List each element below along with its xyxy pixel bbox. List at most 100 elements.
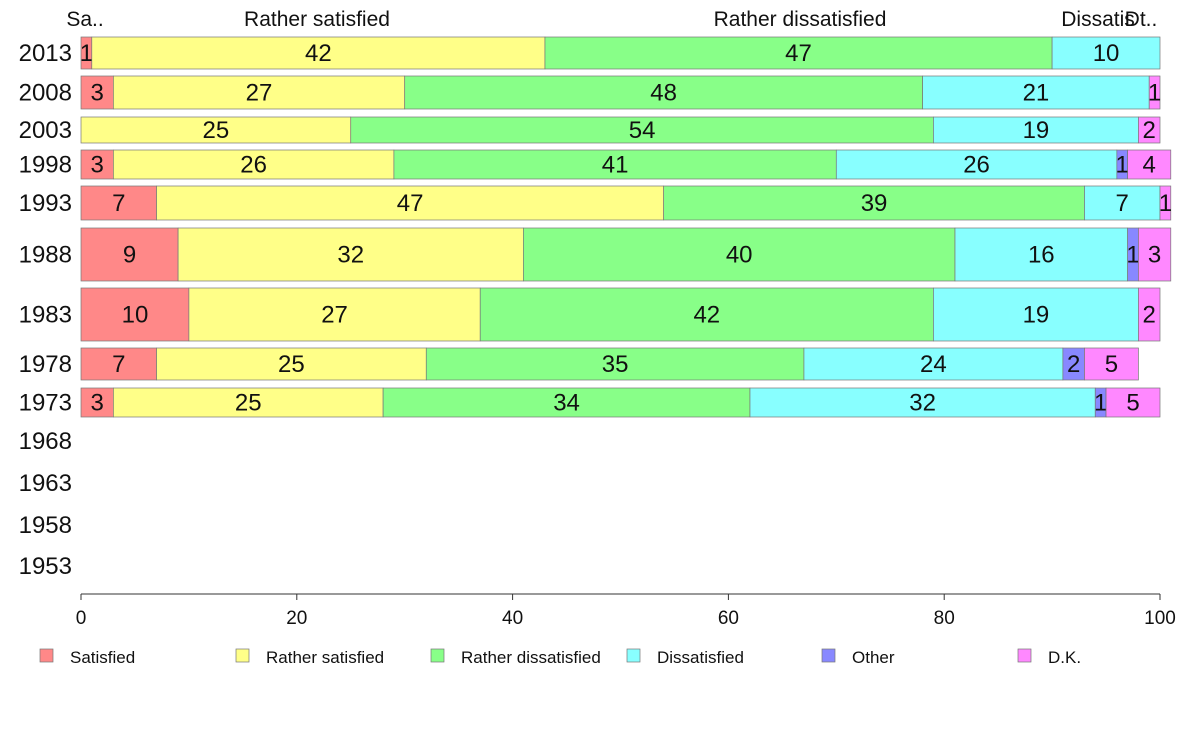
bar-value-label: 35 (602, 351, 629, 378)
bar-segment (80, 116, 352, 144)
year-label: 1978 (19, 351, 72, 378)
legend-label: Dissatisfied (657, 648, 744, 667)
bar-value-label: 26 (240, 152, 267, 179)
bar-value-label: 7 (112, 351, 125, 378)
bar-value-label: 2 (1143, 302, 1156, 329)
legend-swatch (39, 648, 54, 663)
bar-value-label: 2 (1067, 351, 1080, 378)
legend-label: Rather dissatisfied (461, 648, 601, 667)
bar-segment (1051, 36, 1161, 70)
bar-segment (933, 287, 1139, 342)
legend: Satisfied Rather satisfied Rather dissatis… (39, 648, 1081, 667)
bar-segment (382, 387, 751, 418)
bar-value-label: 24 (920, 351, 947, 378)
year-label: 1993 (19, 190, 72, 217)
bar-value-label: 1 (1126, 242, 1139, 269)
bar-value-label: 7 (1116, 190, 1129, 217)
bar-segment (404, 75, 923, 110)
bar-value-label: 3 (91, 390, 104, 417)
bar-value-label: 19 (1023, 302, 1050, 329)
legend-label: D.K. (1048, 648, 1081, 667)
x-tick-label: 80 (934, 608, 955, 629)
bar-value-label: 26 (963, 152, 990, 179)
x-tick-label: 0 (76, 608, 87, 629)
bar-segment (1138, 227, 1172, 282)
bar-value-label: 3 (91, 80, 104, 107)
top-series-label: Dissatis (1061, 8, 1135, 31)
bar-value-label: 32 (909, 390, 936, 417)
bar-segment (1127, 149, 1172, 180)
bar-value-label: 21 (1023, 80, 1050, 107)
bar-value-label: 3 (1148, 242, 1161, 269)
bar-value-label: 7 (112, 190, 125, 217)
x-tick-label: 100 (1144, 608, 1176, 629)
bar-segment (156, 185, 665, 221)
bar-segment (80, 227, 179, 282)
bar-segment (113, 149, 395, 180)
bar-segment (1138, 116, 1161, 144)
bar-value-label: 47 (397, 190, 424, 217)
legend-swatch (430, 648, 445, 663)
year-label: 1988 (19, 242, 72, 269)
bar-value-label: 10 (122, 302, 149, 329)
bar-segment (80, 149, 114, 180)
bar-segment (1084, 185, 1161, 221)
bar-value-label: 1 (1116, 152, 1129, 179)
bar-segment (350, 116, 934, 144)
bar-value-label: 27 (246, 80, 273, 107)
bar-segment (663, 185, 1085, 221)
bar-segment (479, 287, 934, 342)
x-axis: 0 20 40 60 80 100 (76, 593, 1176, 629)
year-label: 1958 (19, 512, 72, 539)
bar-segment (393, 149, 837, 180)
bar-value-label: 3 (91, 152, 104, 179)
year-label: 1973 (19, 390, 72, 417)
bar-value-label: 10 (1093, 40, 1120, 67)
x-tick-label: 40 (502, 608, 523, 629)
year-labels-group: 2013 2008 2003 1998 1993 1988 1983 1978 1973 1968… (19, 40, 72, 580)
top-series-label: Dt.. (1125, 8, 1158, 31)
bar-value-label: 47 (785, 40, 812, 67)
bar-value-label: 5 (1105, 351, 1118, 378)
bar-value-label: 1 (1148, 80, 1161, 107)
bar-value-label: 9 (123, 242, 136, 269)
bar-segment (1159, 185, 1172, 221)
year-label: 1953 (19, 553, 72, 580)
year-label: 1963 (19, 470, 72, 497)
x-tick-label: 60 (718, 608, 739, 629)
bar-segment (80, 287, 190, 342)
bar-segment (80, 347, 157, 381)
bar-value-label: 1 (1094, 390, 1107, 417)
bar-segment (80, 185, 157, 221)
bar-segment (922, 75, 1150, 110)
bar-value-label: 4 (1143, 152, 1156, 179)
legend-swatch (1017, 648, 1032, 663)
year-label: 2013 (19, 40, 72, 67)
bar-value-label: 16 (1028, 242, 1055, 269)
top-series-label: Rather dissatisfied (714, 8, 887, 31)
bar-value-label: 48 (650, 80, 677, 107)
bar-segment (113, 387, 384, 418)
year-label: 1998 (19, 152, 72, 179)
top-series-label: Rather satisfied (244, 8, 390, 31)
legend-label: Satisfied (70, 648, 135, 667)
legend-swatch (626, 648, 641, 663)
bar-segment (1084, 347, 1139, 381)
bar-segment (1105, 387, 1161, 418)
bar-value-label: 25 (278, 351, 305, 378)
bar-value-label: 2 (1143, 117, 1156, 144)
legend-label: Rather satisfied (266, 648, 384, 667)
bar-value-label: 34 (553, 390, 580, 417)
legend-swatch (235, 648, 250, 663)
bar-value-label: 1 (80, 40, 93, 67)
bar-segment (113, 75, 406, 110)
bar-segment (523, 227, 956, 282)
bar-value-label: 1 (1159, 190, 1172, 217)
bar-segment (803, 347, 1064, 381)
legend-swatch (821, 648, 836, 663)
bar-value-label: 27 (321, 302, 348, 329)
bar-segment (544, 36, 1053, 70)
bar-segment (835, 149, 1118, 180)
bar-value-label: 32 (337, 242, 364, 269)
year-label: 1983 (19, 302, 72, 329)
